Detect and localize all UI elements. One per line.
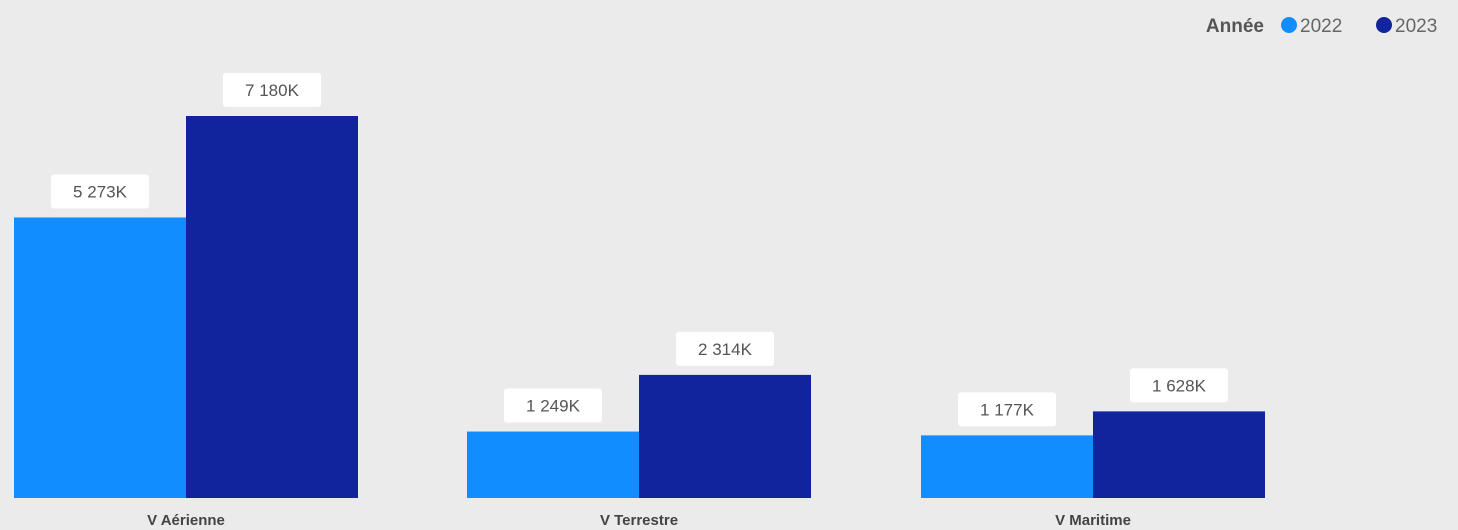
legend-item[interactable]: 2022 [1281,16,1342,37]
legend-title: Année [1206,16,1264,37]
bar-2023[interactable] [1093,411,1265,498]
category-label: V Aérienne [147,512,225,529]
legend-item[interactable]: 2023 [1376,16,1437,37]
data-label-box [223,73,321,107]
data-label-box [1130,368,1228,403]
plot-area: 5 273K 7 180K V Aérienne 1 249K 2 314K V Terr… [14,73,1265,529]
bar-group: 5 273K 7 180K [14,73,358,498]
data-label: 1 628K [1152,376,1207,395]
legend-marker [1281,17,1297,33]
data-label: 1 177K [980,400,1035,419]
bar-2023[interactable] [639,374,811,498]
bar-2022[interactable] [14,217,186,498]
bar-2022[interactable] [467,431,639,498]
data-label-box [958,392,1056,427]
data-label-box [504,388,602,423]
bar-2023[interactable] [186,116,358,498]
data-label: 7 180K [245,81,300,100]
data-label: 2 314K [698,340,753,359]
bar-2022[interactable] [921,435,1093,498]
bar-group: 1 177K 1 628K [921,368,1265,498]
data-label: 1 249K [526,397,581,416]
legend-label: 2022 [1300,16,1342,37]
category-label: V Terrestre [600,512,678,529]
legend-marker [1376,17,1392,33]
data-label-box [676,331,774,366]
legend-label: 2023 [1395,16,1437,37]
data-label: 5 273K [73,182,128,201]
category-label: V Maritime [1055,512,1131,529]
data-label-box [51,174,149,209]
bar-group: 1 249K 2 314K [467,331,811,498]
legend: Année 2022 2023 [1206,16,1437,37]
